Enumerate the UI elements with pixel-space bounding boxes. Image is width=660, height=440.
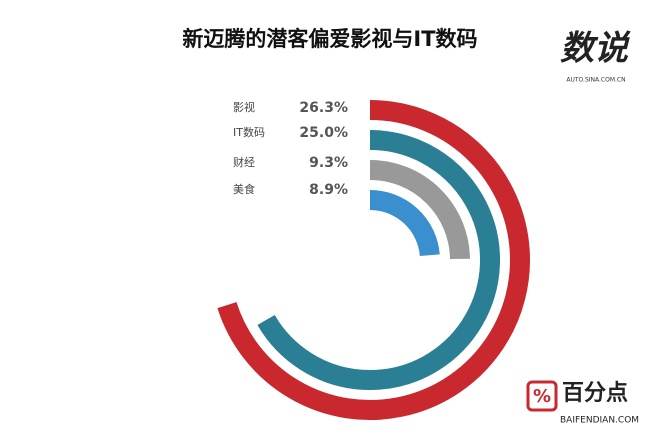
category-label: 财经 bbox=[233, 155, 255, 169]
logo-sub: BAIFENDIAN.COM bbox=[560, 416, 639, 426]
logo-icon bbox=[526, 380, 558, 412]
logo-shuoshuo: 数说 AUTO.SINA.COM.CN bbox=[548, 22, 640, 84]
logo-sub: AUTO.SINA.COM.CN bbox=[566, 77, 625, 84]
logo-bg bbox=[548, 22, 640, 84]
category-label: IT数码 bbox=[233, 126, 265, 139]
value-label: 8.9% bbox=[309, 182, 348, 198]
value-label: 26.3% bbox=[299, 100, 348, 116]
radial-bar bbox=[369, 190, 440, 257]
value-label: 25.0% bbox=[299, 125, 348, 141]
radial-bar bbox=[217, 100, 530, 420]
radial-bar bbox=[257, 130, 500, 390]
logo-text: 数说 bbox=[560, 29, 631, 69]
category-label: 影视 bbox=[233, 100, 255, 114]
logo-icon-text: % bbox=[533, 386, 551, 407]
value-label: 9.3% bbox=[309, 155, 348, 171]
logo-baifendian: % 百分点 BAIFENDIAN.COM bbox=[526, 380, 639, 426]
chart-title: 新迈腾的潜客偏爱影视与IT数码 bbox=[182, 27, 477, 51]
radial-bar bbox=[369, 160, 470, 260]
logo-text: 百分点 bbox=[562, 380, 628, 406]
category-label: 美食 bbox=[233, 182, 255, 196]
